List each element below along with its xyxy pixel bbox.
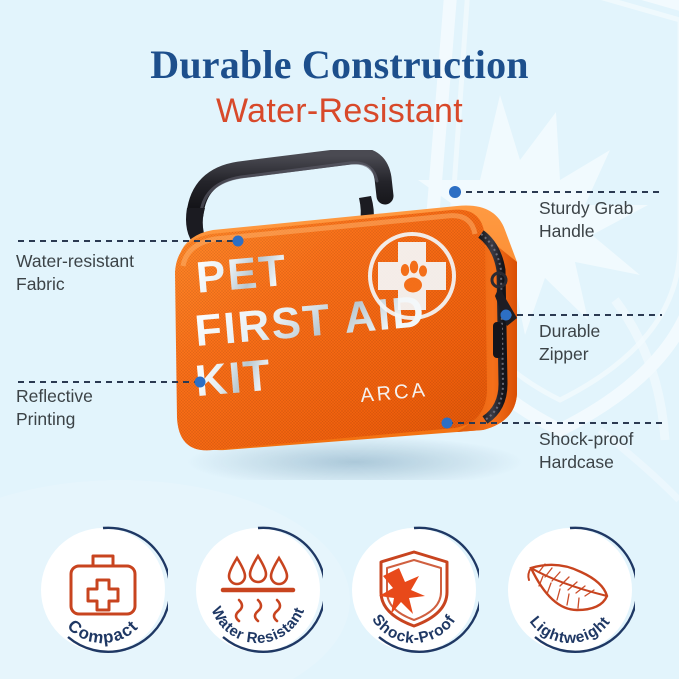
badge-shock-proof: Shock-Proof (349, 520, 479, 670)
page-title: Durable Construction (150, 42, 529, 87)
badge-disc (508, 528, 632, 652)
badge-compact: Compact (38, 520, 168, 670)
callout-label-durable-zipper: Durable Zipper (539, 321, 601, 365)
badge-ring (378, 526, 479, 653)
header-block: Durable Construction Water-Resistant (0, 44, 679, 131)
badge-disc (352, 528, 476, 652)
callout-label-reflective-printing: Reflective Printing (16, 386, 93, 430)
feature-badges-row: Compact (0, 520, 679, 679)
callout-label-water-resistant-fabric: Water-resistant Fabric (16, 251, 134, 295)
medical-cross-paw-logo-icon (368, 232, 456, 320)
shield-burst-icon (379, 550, 449, 628)
case-text-line3: KIT (193, 351, 274, 407)
page-subtitle: Water-Resistant (216, 92, 463, 130)
badge-water-resistant: Water Resistant (193, 520, 323, 670)
badge-ring (534, 526, 635, 653)
first-aid-case-icon (69, 554, 137, 616)
feather-icon (527, 563, 609, 612)
water-droplets-icon (220, 553, 296, 623)
badge-lightweight: Lightweight (505, 520, 635, 670)
product-shadow (187, 436, 523, 480)
product-image-pet-first-aid-kit: PET FIRST AID KIT ARCA (175, 150, 523, 480)
badge-disc (41, 528, 165, 652)
burst-icon (379, 568, 425, 614)
badge-ring (222, 526, 323, 653)
badge-ring (67, 526, 168, 653)
case-text-line1: PET (194, 246, 290, 303)
callout-label-sturdy-grab-handle: Sturdy Grab Handle (539, 198, 634, 242)
callout-label-shock-proof-hardcase: Shock-proof Hardcase (539, 429, 634, 473)
